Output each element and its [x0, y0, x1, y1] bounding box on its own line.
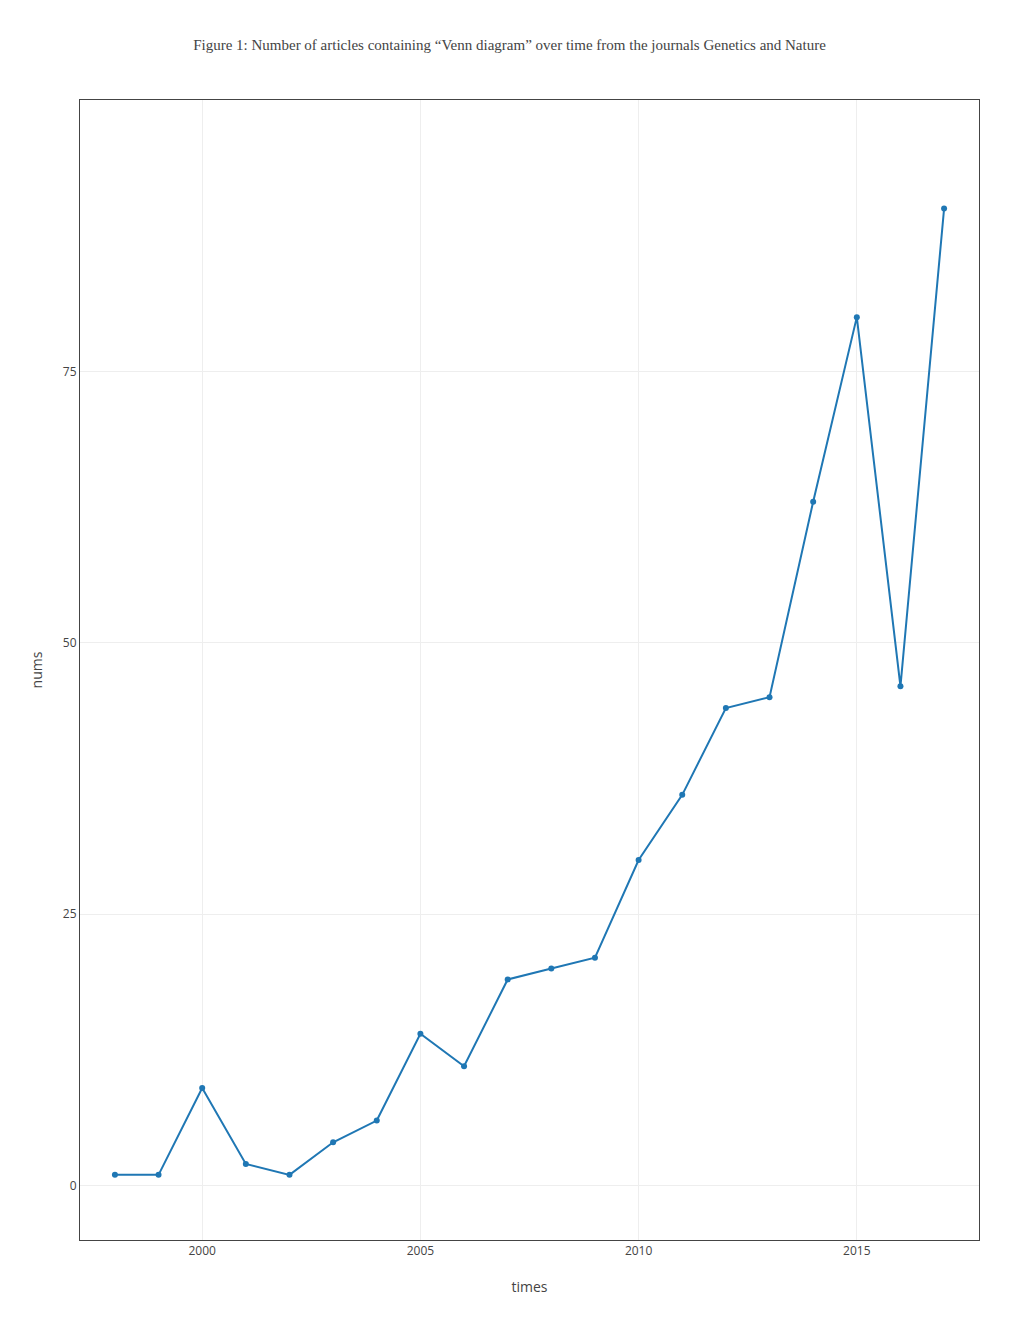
svg-text:75: 75 — [63, 363, 77, 380]
svg-text:times: times — [511, 1277, 547, 1296]
svg-text:0: 0 — [70, 1177, 77, 1194]
svg-text:2010: 2010 — [625, 1242, 653, 1259]
svg-text:nums: nums — [27, 651, 46, 688]
svg-text:2015: 2015 — [843, 1242, 871, 1259]
svg-text:2000: 2000 — [188, 1242, 216, 1259]
svg-text:Figure 1: Number of articles c: Figure 1: Number of articles containing … — [193, 37, 826, 53]
svg-text:25: 25 — [63, 905, 77, 922]
svg-text:50: 50 — [63, 634, 77, 651]
svg-text:2005: 2005 — [407, 1242, 435, 1259]
